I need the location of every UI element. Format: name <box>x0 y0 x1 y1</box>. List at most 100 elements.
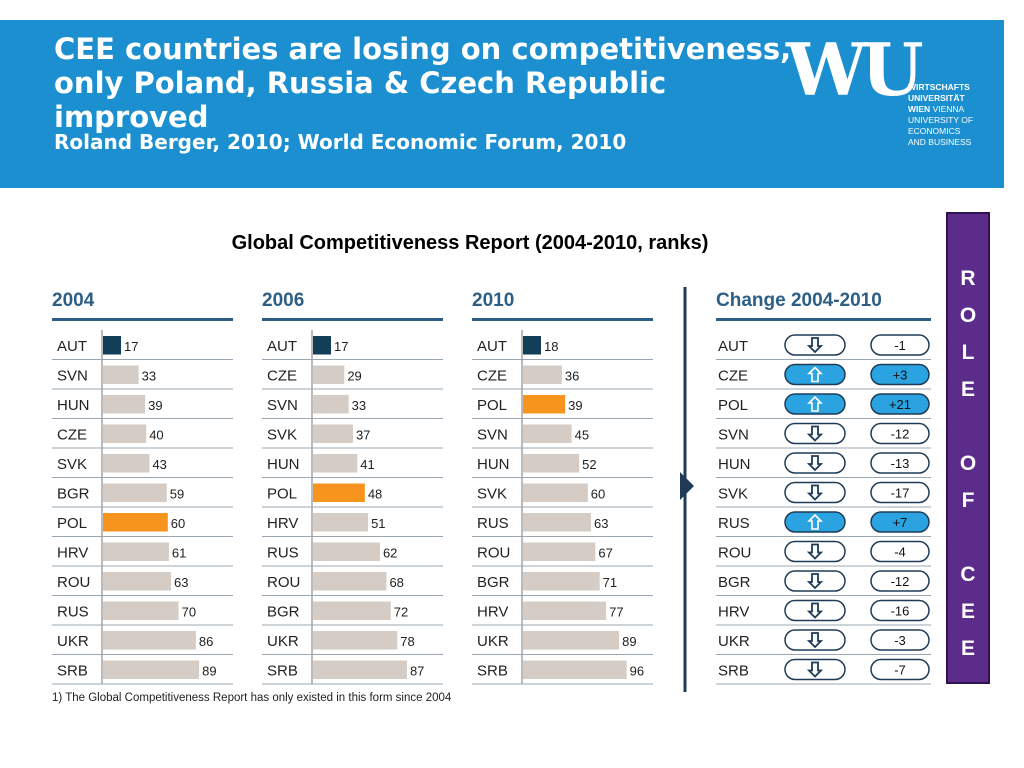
change-heading-rule <box>716 318 931 321</box>
arrow-down-pill <box>784 570 846 592</box>
bar-value: 29 <box>347 368 361 383</box>
change-value: -7 <box>894 663 906 678</box>
bar-value: 51 <box>371 516 385 531</box>
title-line-1: CEE countries are losing on competitiven… <box>54 32 792 66</box>
bar <box>523 454 580 473</box>
bar-value: 17 <box>334 339 348 354</box>
logo-line-3b: VIENNA <box>932 104 965 114</box>
arrow-up-pill <box>784 363 846 386</box>
country-label: BGR <box>267 603 300 620</box>
change-value: -4 <box>894 545 906 560</box>
country-label: RUS <box>477 515 509 532</box>
bar-value: 63 <box>594 516 608 531</box>
side-letter: E <box>960 637 975 660</box>
logo-line-1: WIRTSCHAFTS <box>908 82 970 92</box>
bar <box>313 336 331 355</box>
country-label: HUN <box>477 456 510 473</box>
country-label: SRB <box>718 662 749 679</box>
arrow-down-icon <box>806 573 824 590</box>
bar-value: 62 <box>383 545 397 560</box>
arrow-down-pill <box>784 481 846 504</box>
country-label: HUN <box>718 456 751 473</box>
bar-value: 60 <box>591 486 605 501</box>
change-value: -16 <box>891 604 910 619</box>
country-label: AUT <box>477 338 507 355</box>
bar <box>523 336 541 355</box>
country-label: CZE <box>267 367 297 384</box>
country-label: BGR <box>57 485 90 502</box>
wu-logo: WU <box>786 27 924 112</box>
arrow-down-icon <box>806 602 824 619</box>
country-label: SVN <box>57 367 88 384</box>
bar-value: 45 <box>575 427 589 442</box>
change-value-pill <box>870 363 930 386</box>
arrow-down-pill <box>784 334 846 356</box>
country-label: POL <box>718 397 748 414</box>
change-value: +21 <box>889 397 911 412</box>
bar-value: 60 <box>171 516 185 531</box>
country-label: POL <box>477 397 507 414</box>
arrow-up-pill <box>784 393 846 415</box>
side-letter: R <box>960 267 976 290</box>
bar-value: 41 <box>360 457 374 472</box>
bar <box>523 631 620 650</box>
panel-heading-rule <box>52 318 233 321</box>
competitiveness-chart: 2004 AUT 17 SVN 33 HUN 39 CZE 40 SVK 43 BGR 59 POL 60 H… <box>52 287 931 692</box>
bar <box>103 336 121 355</box>
bar <box>103 395 146 414</box>
arrow-up-icon <box>807 395 823 412</box>
bar <box>523 513 592 532</box>
arrow-down-pill <box>784 422 846 445</box>
bar-value: 77 <box>609 604 623 619</box>
country-label: ROU <box>267 574 300 591</box>
bar <box>313 454 358 473</box>
page-subtitle: Roland Berger, 2010; World Economic Foru… <box>54 130 627 154</box>
bar <box>313 572 387 591</box>
page-title: CEE countries are losing on competitiven… <box>54 32 791 134</box>
country-label: RUS <box>718 515 750 532</box>
change-value-pill <box>870 511 930 533</box>
country-label: RUS <box>57 603 89 620</box>
bar <box>313 424 353 443</box>
bar-value: 18 <box>544 339 558 354</box>
country-label: SRB <box>267 662 298 679</box>
panel-heading-rule <box>472 318 653 321</box>
change-value-pill <box>870 629 930 651</box>
arrow-down-icon <box>806 484 824 501</box>
country-label: HUN <box>267 456 300 473</box>
country-label: AUT <box>57 338 87 355</box>
bar <box>313 395 349 414</box>
arrow-up-icon <box>807 513 823 530</box>
change-value: -3 <box>894 633 906 648</box>
bar <box>103 660 200 679</box>
panel-heading: 2004 <box>52 290 95 311</box>
country-label: AUT <box>267 338 297 355</box>
bar <box>523 572 600 591</box>
change-value-pill <box>870 452 930 474</box>
arrow-down-pill <box>784 599 846 622</box>
bar <box>313 660 407 679</box>
logo-line-3a: WIEN <box>908 104 931 114</box>
country-label: UKR <box>477 633 509 650</box>
change-value-pill <box>870 540 930 563</box>
bar <box>523 395 566 414</box>
arrow-down-icon <box>806 425 824 442</box>
bar-value: 36 <box>565 368 579 383</box>
footnote: 1) The Global Competitiveness Report has… <box>52 692 452 704</box>
arrow-down-icon <box>806 455 824 472</box>
country-label: ROU <box>57 574 90 591</box>
wu-logo-text: WIRTSCHAFTS UNIVERSITÄT WIEN VIENNA UNIV… <box>908 82 973 148</box>
arrow-down-icon <box>806 543 824 560</box>
bar-value: 63 <box>174 575 188 590</box>
bar-value: 17 <box>124 339 138 354</box>
country-label: UKR <box>718 633 750 650</box>
bar-value: 43 <box>152 457 166 472</box>
change-value: +3 <box>893 368 908 383</box>
side-letter: O <box>959 452 977 475</box>
bar-value: 72 <box>394 604 408 619</box>
country-label: SVN <box>718 426 749 443</box>
arrow-down-icon <box>806 661 824 678</box>
side-letter: E <box>960 378 975 401</box>
bar <box>103 542 169 561</box>
